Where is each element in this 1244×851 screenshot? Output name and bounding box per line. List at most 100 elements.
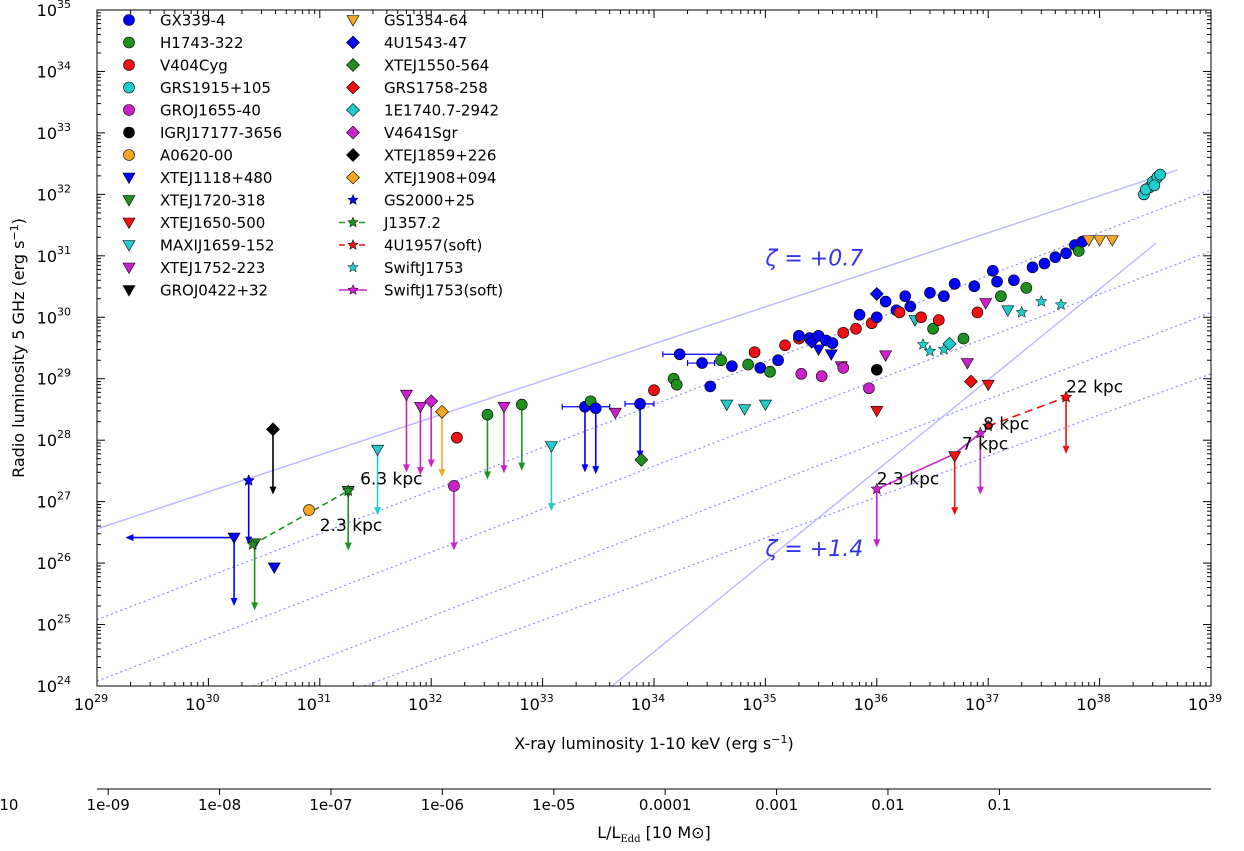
y-tick-label-11: 1035 <box>37 0 71 20</box>
legend-marker-1-6 <box>123 149 135 161</box>
legend-label-2-11: SwiftJ1753 <box>384 259 463 277</box>
data-point-15 <box>497 401 511 414</box>
legend-marker-2-3 <box>346 80 360 95</box>
secondary-x-axis-label-unit: [10 M <box>641 823 692 842</box>
data-point-110 <box>1154 168 1167 181</box>
data-point-63 <box>879 295 892 308</box>
data-point-38 <box>764 365 776 378</box>
data-point-105 <box>1105 235 1119 247</box>
legend-marker-1-4 <box>123 104 135 116</box>
data-point-57 <box>863 382 875 395</box>
legend-label-1-6: A0620-00 <box>160 147 233 165</box>
distance-label-3: 7 kpc <box>962 435 1008 455</box>
dotted-reference-line-3 <box>363 373 1211 686</box>
legend-marker-2-1 <box>346 35 360 50</box>
distance-label-0: 2.3 kpc <box>320 516 382 536</box>
x-tick-label-5: 1034 <box>631 692 665 714</box>
upper-limit-arrowhead-11 <box>483 471 491 480</box>
legend-label-1-8: XTEJ1720-318 <box>160 192 265 210</box>
legend-label-1-2: V404Cyg <box>160 57 228 75</box>
data-point-83 <box>968 280 981 293</box>
legend-label-1-12: GROJ0422+32 <box>160 282 268 300</box>
data-point-91 <box>1008 274 1020 287</box>
data-point-78 <box>942 336 957 351</box>
x-tick-label-7: 1036 <box>854 692 888 714</box>
legend-marker-1-8 <box>122 195 136 207</box>
dotted-reference-line-1 <box>97 250 1211 682</box>
secondary-tick-label-9: 0.1 <box>987 796 1011 814</box>
annotations: ζ = +0.7 ζ = +1.4 2.3 kpc 6.3 kpc 2.3 kpc 7 k… <box>320 246 1123 562</box>
upper-limit-arrowhead-9 <box>438 469 446 478</box>
data-point-81 <box>960 358 974 370</box>
x-tick-label-1: 1030 <box>185 692 219 714</box>
plot-frame <box>96 9 1212 687</box>
data-point-48 <box>812 344 826 357</box>
legend-label-1-9: XTEJ1650-500 <box>160 214 265 232</box>
data-point-118 <box>246 537 260 550</box>
data-point-104 <box>1093 235 1107 247</box>
zeta-line-1 <box>611 242 1157 686</box>
data-point-88 <box>991 275 1003 288</box>
legend-label-2-2: XTEJ1550-564 <box>384 57 489 75</box>
x-tick-label-4: 1033 <box>519 692 553 714</box>
legend-label-1-10: MAXIJ1659-152 <box>160 237 275 255</box>
upper-limit-arrowhead-10 <box>450 542 458 551</box>
data-point-51 <box>826 337 839 349</box>
secondary-tick-label-8: 0.01 <box>871 796 904 814</box>
legend-label-1-0: GX339-4 <box>160 12 226 30</box>
y-tick-label-3: 1027 <box>37 490 71 512</box>
legend-marker-2-12 <box>347 283 359 295</box>
dotted-reference-line-0 <box>97 188 1211 621</box>
data-point-20 <box>589 402 602 415</box>
legend-label-1-1: H1743-322 <box>160 34 244 52</box>
legend-label-2-0: GS1354-64 <box>384 12 468 30</box>
data-point-12 <box>451 431 463 444</box>
zeta-line-0 <box>97 169 1178 530</box>
data-point-53 <box>837 326 850 339</box>
secondary-x-axis-label-end: ] <box>705 823 711 842</box>
data-point-73 <box>924 287 936 299</box>
data-point-82 <box>964 374 978 389</box>
y-axis-label-end: ) <box>9 218 28 224</box>
data-point-64 <box>879 350 893 362</box>
data-point-26 <box>670 378 683 391</box>
x-axis-label-end: ) <box>787 734 793 753</box>
legend-label-2-10: 4U1957(soft) <box>384 237 482 255</box>
secondary-x-axis-label-sym: ⊙ <box>691 823 704 842</box>
legend-marker-1-9 <box>122 217 136 230</box>
data-point-79 <box>948 278 961 290</box>
data-point-68 <box>904 300 917 313</box>
secondary-x-axis: 1e-10 1e-09 1e-08 1e-07 1e-06 1e-05 0.0001 0.00… <box>0 789 1011 814</box>
upper-limit-arrowhead-13 <box>518 462 526 471</box>
legend-label-1-4: GROJ1655-40 <box>160 102 261 120</box>
upper-limit-arrowhead-6 <box>402 464 410 473</box>
y-tick-label-9: 1033 <box>37 121 71 143</box>
legend-marker-2-10 <box>347 238 359 250</box>
x-limit-arrowhead-0 <box>125 534 134 542</box>
data-point-87 <box>987 265 999 277</box>
data-point-93 <box>1020 282 1033 294</box>
data-point-49 <box>824 349 838 361</box>
data-point-2 <box>242 473 256 486</box>
legend-label-2-3: GRS1758-258 <box>384 79 488 97</box>
data-point-13 <box>448 480 460 492</box>
reference-lines <box>97 169 1211 686</box>
upper-limit-arrowhead-1 <box>251 602 259 611</box>
data-point-37 <box>754 362 767 374</box>
x-tick-label-8: 1037 <box>965 692 999 714</box>
secondary-tick-label-5: 1e-05 <box>532 796 575 814</box>
data-point-29 <box>704 380 717 393</box>
legend-marker-2-9 <box>347 216 359 228</box>
data-point-40 <box>772 354 784 367</box>
legend: GX339-4 H1743-322 V404Cyg GRS1915+105 GROJ16… <box>122 12 503 300</box>
data-point-16 <box>515 398 528 411</box>
upper-limit-arrowhead-19 <box>873 539 881 548</box>
legend-marker-2-5 <box>346 125 360 140</box>
secondary-tick-label-6: 0.0001 <box>639 796 692 814</box>
data-point-54 <box>837 362 850 374</box>
legend-marker-2-2 <box>346 58 360 72</box>
y-tick-label-7: 1031 <box>37 244 71 266</box>
data-point-23 <box>634 452 649 467</box>
legend-label-2-1: 4U1543-47 <box>384 34 467 52</box>
data-point-95 <box>1038 257 1051 270</box>
